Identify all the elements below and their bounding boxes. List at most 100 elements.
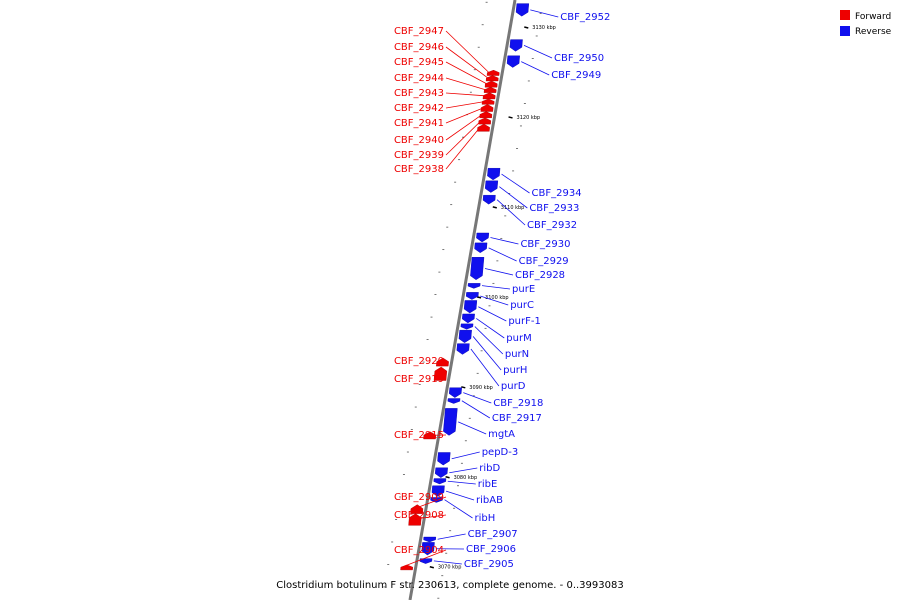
gene-arrow[interactable]: [434, 467, 448, 478]
gene-label[interactable]: CBF_2950: [554, 53, 604, 64]
gene-arrow[interactable]: [437, 452, 451, 466]
gene-label[interactable]: CBF_2943: [394, 88, 444, 99]
gene-label[interactable]: CBF_2929: [519, 256, 569, 267]
gene-label[interactable]: CBF_2932: [527, 220, 577, 231]
major-tick: [445, 476, 450, 479]
gene-arrow[interactable]: [408, 513, 422, 526]
leader-line: [496, 199, 526, 226]
gene-label[interactable]: CBF_2949: [551, 70, 601, 81]
gene-arrow[interactable]: [476, 232, 490, 243]
gene-arrow[interactable]: [419, 558, 433, 564]
gene-arrow[interactable]: [481, 98, 495, 105]
leader-line: [449, 467, 478, 474]
gene-label[interactable]: CBF_2918: [493, 398, 543, 409]
gene-arrow[interactable]: [484, 180, 499, 193]
gene-label[interactable]: CBF_2944: [394, 73, 444, 84]
gene-label[interactable]: CBF_2919: [394, 374, 444, 385]
gene-label[interactable]: CBF_2933: [529, 203, 579, 214]
gene-arrow[interactable]: [482, 92, 496, 100]
gene-arrow[interactable]: [463, 300, 478, 314]
gene-label[interactable]: pepD-3: [482, 447, 519, 458]
gene-arrow[interactable]: [465, 292, 479, 300]
leader-line: [412, 496, 447, 510]
gene-label[interactable]: CBF_2930: [520, 239, 570, 250]
gene-label[interactable]: CBF_2947: [394, 26, 444, 37]
leader-line: [472, 336, 502, 371]
gene-label[interactable]: CBF_2945: [394, 57, 444, 68]
gene-arrow[interactable]: [480, 104, 494, 112]
gene-arrow[interactable]: [483, 87, 497, 93]
gene-label[interactable]: purF-1: [508, 316, 541, 327]
gene-arrow[interactable]: [482, 195, 496, 205]
gene-label[interactable]: CBF_2920: [394, 356, 444, 367]
leader-line: [488, 247, 517, 262]
legend-reverse-swatch: [840, 26, 850, 36]
gene-label[interactable]: CBF_2938: [394, 164, 444, 175]
gene-arrow[interactable]: [458, 329, 472, 343]
tick-label: 3130 kbp: [532, 25, 556, 31]
gene-label[interactable]: CBF_2917: [492, 413, 542, 424]
gene-label[interactable]: purE: [512, 284, 535, 295]
gene-label[interactable]: CBF_2906: [466, 544, 516, 555]
gene-label[interactable]: CBF_2940: [394, 135, 444, 146]
gene-arrow[interactable]: [443, 408, 458, 436]
gene-arrow[interactable]: [400, 564, 413, 571]
gene-arrow[interactable]: [456, 343, 470, 355]
gene-arrow[interactable]: [515, 3, 530, 17]
leader-line: [445, 114, 483, 141]
gene-arrow[interactable]: [485, 75, 499, 82]
gene-arrow[interactable]: [486, 69, 500, 76]
gene-label[interactable]: ribE: [478, 479, 498, 490]
gene-label[interactable]: CBF_2934: [532, 188, 582, 199]
gene-arrow[interactable]: [433, 366, 448, 381]
gene-arrow[interactable]: [423, 536, 437, 543]
gene-label[interactable]: ribD: [479, 463, 500, 474]
leader-line: [476, 318, 505, 339]
gene-arrow[interactable]: [436, 357, 449, 367]
gene-label[interactable]: CBF_2952: [560, 12, 610, 23]
gene-arrow[interactable]: [470, 257, 485, 281]
gene-label[interactable]: CBF_2942: [394, 103, 444, 114]
gene-label[interactable]: CBF_2905: [464, 559, 514, 570]
gene-arrow[interactable]: [506, 55, 520, 68]
minor-tick-group: [383, 1, 542, 599]
gene-arrow[interactable]: [474, 242, 488, 254]
gene-label[interactable]: ribAB: [476, 495, 503, 506]
gene-label[interactable]: CBF_2907: [468, 529, 518, 540]
gene-label[interactable]: CBF_2946: [394, 42, 444, 53]
gene-label[interactable]: CBF_2908: [394, 510, 444, 521]
tick-label: 3090 kbp: [469, 385, 493, 391]
gene-arrow[interactable]: [487, 168, 501, 181]
gene-arrow[interactable]: [433, 478, 447, 485]
gene-label[interactable]: CBF_2909: [394, 492, 444, 503]
gene-label[interactable]: ribH: [475, 513, 496, 524]
leader-line: [437, 533, 466, 540]
gene-arrow[interactable]: [484, 80, 498, 88]
gene-label[interactable]: purH: [503, 365, 527, 376]
gene-label[interactable]: purM: [506, 333, 531, 344]
gene-arrow[interactable]: [479, 111, 493, 119]
gene-label[interactable]: purC: [510, 300, 534, 311]
leader-line: [530, 9, 559, 18]
gene-arrow[interactable]: [448, 387, 462, 398]
gene-arrow[interactable]: [431, 485, 445, 497]
leader-line: [499, 186, 528, 209]
gene-label[interactable]: purN: [505, 349, 529, 360]
gene-label[interactable]: purD: [501, 381, 526, 392]
gene-arrow[interactable]: [421, 542, 435, 556]
gene-label[interactable]: mgtA: [488, 429, 515, 440]
gene-arrow[interactable]: [462, 313, 475, 324]
tick-label: 3070 kbp: [438, 565, 462, 571]
gene-arrow[interactable]: [447, 398, 461, 404]
gene-label[interactable]: CBF_2928: [515, 270, 565, 281]
gene-arrow[interactable]: [460, 323, 474, 330]
gene-arrow[interactable]: [467, 283, 481, 289]
gene-label[interactable]: CBF_2904: [394, 545, 444, 556]
leader-line: [436, 373, 447, 380]
gene-label[interactable]: CBF_2939: [394, 150, 444, 161]
gene-label[interactable]: CBF_2915: [394, 430, 444, 441]
gene-arrow[interactable]: [509, 39, 523, 52]
gene-label[interactable]: CBF_2941: [394, 118, 444, 129]
leader-line: [445, 120, 482, 156]
